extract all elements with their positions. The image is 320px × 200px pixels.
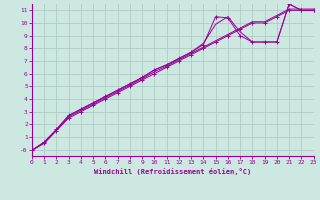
X-axis label: Windchill (Refroidissement éolien,°C): Windchill (Refroidissement éolien,°C) xyxy=(94,168,252,175)
